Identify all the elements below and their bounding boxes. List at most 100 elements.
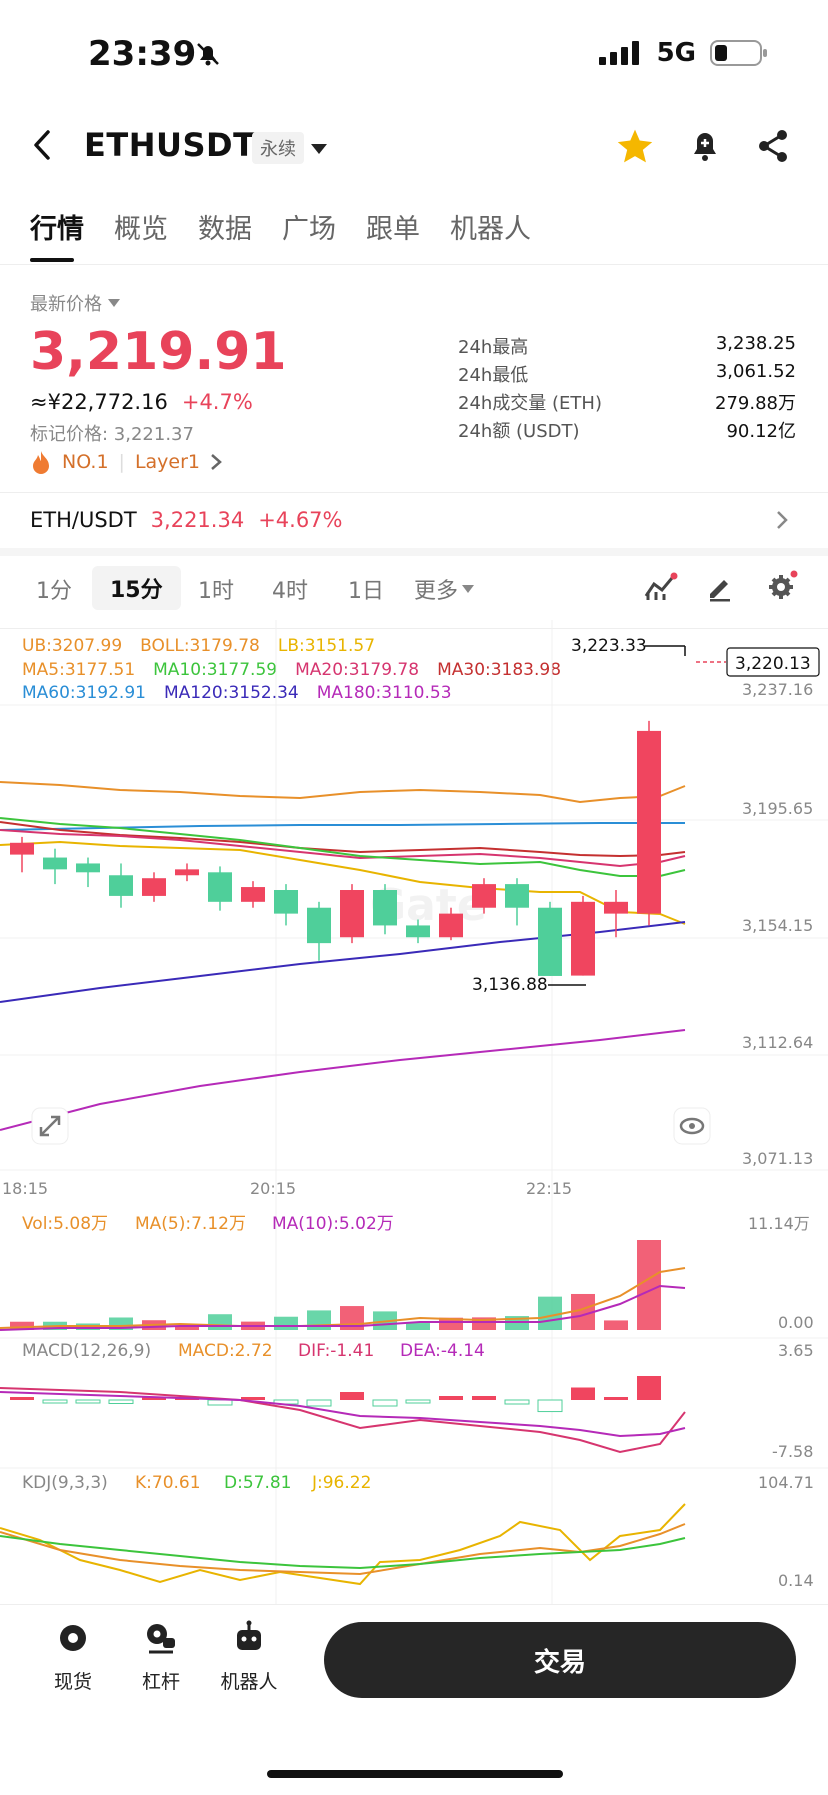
kdj-label: KDJ(9,3,3) xyxy=(22,1473,108,1493)
spot-icon xyxy=(60,1625,86,1651)
nav-bots-label: 机器人 xyxy=(220,1671,278,1693)
candle-body xyxy=(505,884,529,908)
latest-price-selector[interactable]: 最新价格 xyxy=(30,290,120,316)
current-price-tag: 3,220.13 xyxy=(735,654,811,674)
interval-1d[interactable]: 1日 xyxy=(348,579,384,604)
indicator-icon[interactable] xyxy=(644,572,678,606)
caret-down-icon xyxy=(108,299,120,307)
interval-1h[interactable]: 1时 xyxy=(198,579,234,604)
candle-body xyxy=(439,913,463,938)
dea-line xyxy=(0,1391,686,1438)
volume-bar xyxy=(406,1323,430,1330)
candle-body xyxy=(406,925,430,938)
nav-spot[interactable]: 现货 xyxy=(28,1620,118,1694)
boll-ub: UB:3207.99 xyxy=(22,636,123,656)
macd-tick: 3.65 xyxy=(778,1341,814,1360)
network-label: 5G xyxy=(656,38,696,68)
candle-body xyxy=(142,878,166,896)
macd-histogram xyxy=(10,1376,661,1413)
stat-row: 24h成交量 (ETH) 279.88万 xyxy=(458,389,796,417)
draw-pen-icon[interactable] xyxy=(706,574,734,606)
vol-tick: 11.14万 xyxy=(748,1214,810,1233)
macd-bar xyxy=(537,1399,563,1413)
volume-bar xyxy=(604,1320,628,1330)
nav-bots[interactable]: 机器人 xyxy=(204,1620,294,1694)
vol-ma5: MA(5):7.12万 xyxy=(135,1214,246,1234)
rank-label: NO.1 xyxy=(62,451,109,473)
ma-legend-2: MA60:3192.91 MA120:3152.34 MA180:3110.53 xyxy=(22,683,452,703)
y-tick: 3,195.65 xyxy=(742,799,813,818)
ma30-value: MA30:3183.98 xyxy=(437,660,562,680)
main-tabs: 行情 概览 数据 广场 跟单 机器人 xyxy=(30,207,561,246)
candle-body xyxy=(538,907,562,976)
ma30-line xyxy=(0,821,686,858)
kline-chart[interactable]: Gate 3,223.33 3,136.88 3,220.13 3,237.16… xyxy=(0,620,828,1605)
tab-square[interactable]: 广场 xyxy=(282,214,336,245)
symbol-title[interactable]: ETHUSDT xyxy=(84,126,256,164)
boll-lb: LB:3151.57 xyxy=(277,636,376,656)
price-cny-row: ≈¥22,772.16 +4.7% xyxy=(30,390,253,414)
symbol-dropdown-icon[interactable] xyxy=(310,140,328,159)
ma20-value: MA20:3179.78 xyxy=(295,660,420,680)
spot-chevron-icon[interactable] xyxy=(776,510,788,534)
macd-bar xyxy=(405,1399,431,1404)
boll-upper-line xyxy=(0,781,686,804)
contract-tag: 永续 xyxy=(252,132,304,164)
fire-icon xyxy=(33,451,49,474)
stat-label: 24h额 (USDT) xyxy=(458,421,580,442)
boll-legend: UB:3207.99 BOLL:3179.78 LB:3151.57 xyxy=(22,636,375,656)
mute-icon xyxy=(194,40,222,72)
macd-bar xyxy=(637,1376,661,1400)
macd-bar xyxy=(439,1396,463,1400)
spot-pair: ETH/USDT xyxy=(30,508,137,532)
mark-price: 标记价格: 3,221.37 xyxy=(30,424,194,445)
stat-value: 3,238.25 xyxy=(715,333,796,354)
tab-bots[interactable]: 机器人 xyxy=(450,214,531,245)
kdj-d: D:57.81 xyxy=(224,1473,292,1493)
volume-bars xyxy=(10,1240,661,1330)
macd-bar xyxy=(340,1392,364,1400)
back-icon[interactable] xyxy=(28,128,58,166)
battery-icon xyxy=(710,40,767,66)
macd-bar xyxy=(604,1397,628,1400)
spot-divider-top xyxy=(0,492,828,493)
interval-more[interactable]: 更多 xyxy=(414,573,475,605)
macd-tick: -7.58 xyxy=(772,1442,813,1461)
spot-pair-row[interactable]: ETH/USDT 3,221.34 +4.67% xyxy=(30,508,343,532)
tab-copy-trade[interactable]: 跟单 xyxy=(366,214,420,245)
interval-1m[interactable]: 1分 xyxy=(36,579,72,604)
tab-data[interactable]: 数据 xyxy=(198,214,252,245)
chart-settings-gear-icon[interactable] xyxy=(766,570,798,606)
trade-button[interactable]: 交易 xyxy=(324,1622,796,1698)
candle-body xyxy=(340,890,364,938)
ma60-value: MA60:3192.91 xyxy=(22,683,146,703)
candle-body xyxy=(10,842,34,855)
latest-price-label: 最新价格 xyxy=(30,294,102,315)
ma10-line xyxy=(0,817,686,877)
candle-body xyxy=(373,890,397,926)
y-tick: 3,237.16 xyxy=(742,680,813,699)
margin-icon xyxy=(147,1624,175,1654)
favorite-star-icon[interactable] xyxy=(616,128,654,168)
tab-overview[interactable]: 概览 xyxy=(114,214,168,245)
tab-market[interactable]: 行情 xyxy=(30,214,84,245)
vol-value: Vol:5.08万 xyxy=(22,1214,108,1234)
price-alert-bell-icon[interactable] xyxy=(688,128,722,168)
visibility-eye-icon[interactable] xyxy=(673,1107,711,1145)
kdj-k-line xyxy=(0,1523,686,1576)
share-icon[interactable] xyxy=(756,128,790,168)
ma5-value: MA5:3177.51 xyxy=(22,660,136,680)
macd-bar xyxy=(241,1397,265,1400)
candle-body xyxy=(274,890,298,914)
section-divider xyxy=(0,548,828,556)
nav-margin-label: 杠杆 xyxy=(141,1671,180,1693)
candle-body xyxy=(43,857,67,870)
interval-more-label: 更多 xyxy=(414,579,459,604)
nav-margin[interactable]: 杠杆 xyxy=(116,1620,206,1694)
rank-row[interactable]: NO.1 | Layer1 xyxy=(30,450,222,474)
expand-chart-icon[interactable] xyxy=(31,1107,69,1145)
interval-15m[interactable]: 15分 xyxy=(92,566,181,610)
volume-bar xyxy=(175,1325,199,1330)
macd-bar xyxy=(472,1396,496,1400)
interval-4h[interactable]: 4时 xyxy=(272,579,308,604)
